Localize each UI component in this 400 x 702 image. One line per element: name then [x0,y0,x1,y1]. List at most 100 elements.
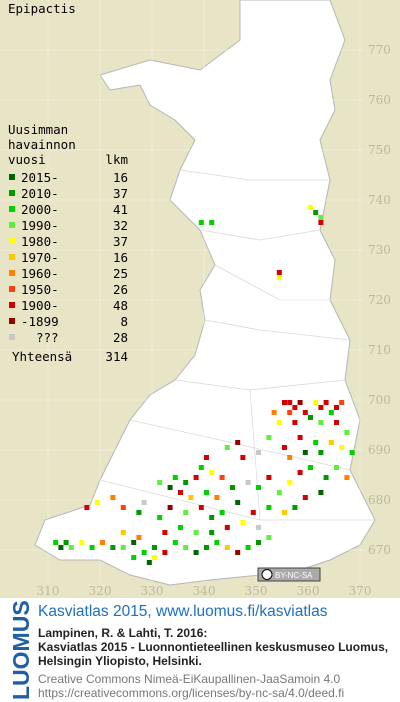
record-square [136,510,142,515]
record-square [204,455,209,460]
record-square [292,420,298,425]
record-square [178,525,183,530]
record-square [297,470,303,475]
legend-swatch [9,286,15,292]
record-square [224,525,230,530]
record-square [209,515,215,520]
record-square [204,545,209,550]
record-square [339,400,345,405]
legend-count: 41 [113,202,128,217]
record-square [344,430,350,435]
record-square [328,440,334,445]
record-square [318,420,324,425]
citation-line: Kasviatlas 2015 - Luonnontieteellinen ke… [38,640,388,654]
record-square [292,505,298,510]
legend-count: 16 [113,250,128,265]
y-tick-label: 680 [368,493,391,507]
legend-count: 26 [113,282,128,297]
x-tick-label: 370 [349,584,372,598]
record-square [308,465,313,470]
legend-swatch [9,302,15,308]
badge-box [257,567,321,582]
record-square [230,485,235,490]
record-square [282,510,287,515]
y-tick-label: 730 [368,243,391,257]
y-tick-label: 690 [368,443,391,457]
record-square [172,540,178,545]
legend-total-label: Yhteensä [12,349,72,364]
record-square [240,520,246,525]
y-tick-label: 750 [368,143,391,157]
record-square [214,540,220,545]
record-square [271,410,277,415]
record-square [256,450,261,455]
legend-count: 16 [113,170,128,185]
record-square [188,495,194,500]
record-square [198,465,204,470]
legend-heading: havainnon [8,137,76,152]
legend-count: 48 [113,298,128,313]
record-square [120,530,126,535]
footer-heading: Kasviatlas 2015, www.luomus.fi/kasviatla… [38,603,328,620]
legend-swatch [9,254,15,260]
legend-label: ??? [36,330,59,345]
record-square [328,410,334,415]
legend-label: 1970- [21,250,59,265]
map-title: Epipactis [8,1,76,16]
legend-heading: vuosi [8,152,46,167]
record-square [308,415,313,420]
record-square [276,490,282,495]
record-square [172,475,178,480]
record-square [256,540,261,545]
record-square [297,435,303,440]
record-square [266,435,272,440]
citation-line: Helsingin Yliopisto, Helsinki. [38,654,202,668]
record-square [146,560,152,565]
y-tick-label: 770 [368,43,391,57]
legend-count: 25 [113,266,128,281]
record-square [334,405,339,410]
legend-swatch [9,238,15,244]
record-square [84,505,90,510]
record-square [193,530,199,535]
legend-count-heading: lkm [105,152,128,167]
record-square [313,440,319,445]
record-square [141,500,147,505]
record-square [302,495,308,500]
record-square [266,475,272,480]
legend-count: 32 [113,218,128,233]
y-tick-label: 720 [368,293,391,307]
record-square [256,525,261,530]
record-square [266,535,272,540]
record-square [94,500,100,505]
record-square [235,500,241,505]
x-tick-label: 320 [89,584,112,598]
y-tick-label: 670 [368,543,391,557]
record-square [157,515,163,520]
record-square [53,540,59,545]
y-tick-label: 760 [368,93,391,107]
y-tick-label: 700 [368,393,391,407]
x-tick-label: 310 [37,584,60,598]
legend-label: 1990- [21,218,59,233]
record-square [209,470,215,475]
record-square [162,530,168,535]
record-square [152,545,157,550]
record-square [318,405,324,410]
x-tick-label: 330 [141,584,164,598]
record-square [240,455,246,460]
record-square [250,510,256,515]
badge-icon [261,569,273,580]
footer: Lampinen, R. & Lahti, T. 2016:Kasviatlas… [38,626,388,700]
license-line: Creative Commons Nimeä-EiKaupallinen-Jaa… [38,672,340,686]
record-square [183,510,189,515]
record-square [287,455,293,460]
record-square [204,490,209,495]
legend-label: 2015- [21,170,59,185]
record-square [292,405,298,410]
record-square [100,540,105,545]
record-square [224,545,230,550]
record-square [224,445,230,450]
record-square [136,535,142,540]
